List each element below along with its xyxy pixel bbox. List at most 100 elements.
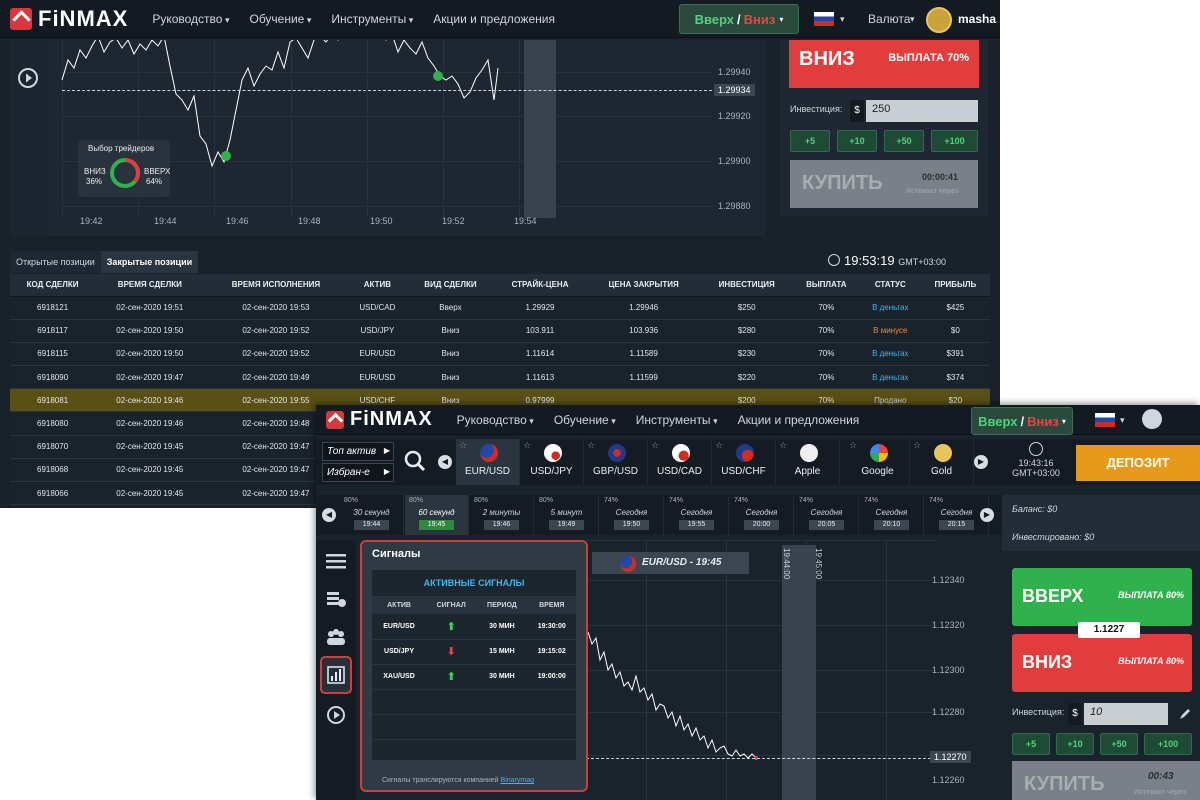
star-icon[interactable]: ☆ <box>459 440 468 450</box>
asset-gbpusd[interactable]: ☆ GBP/USD <box>584 439 648 485</box>
star-icon[interactable]: ☆ <box>523 440 532 450</box>
menu-education[interactable]: Обучение <box>554 413 616 427</box>
down-button[interactable]: ВНИЗ ВЫПЛАТА 80% <box>1012 634 1192 692</box>
star-icon[interactable]: ☆ <box>587 440 596 450</box>
quick-add-50-button[interactable]: +50 <box>1100 733 1138 755</box>
col-asset: АКТИВ <box>372 596 427 614</box>
signal-row[interactable]: EUR/USD ⬆ 30 МИН 19:30:00 <box>372 614 576 640</box>
expiry-slot[interactable]: 74% Сегодня 19:50 <box>600 495 664 535</box>
quick-add-10-button[interactable]: +10 <box>1056 733 1094 755</box>
search-icon[interactable] <box>400 445 430 479</box>
signal-row[interactable]: XAU/USD ⬆ 30 МИН 19:00:00 <box>372 664 576 690</box>
table-cell: $425 <box>920 296 990 320</box>
expiry-slot[interactable]: 74% Сегодня 19:55 <box>665 495 729 535</box>
asset-eurusd[interactable]: ☆ EUR/USD <box>456 439 520 485</box>
expiry-slot[interactable]: 80% 30 секунд 19:44 <box>340 495 404 535</box>
updown-mode-button[interactable]: Вверх / Вниз ▾ <box>971 407 1073 435</box>
asset-google[interactable]: ☆ Google <box>846 439 910 485</box>
star-icon[interactable]: ☆ <box>849 440 858 450</box>
buy-button[interactable]: КУПИТЬ 00:43 Истекает через <box>1012 761 1200 800</box>
table-header: СТАТУС <box>859 274 921 297</box>
expiry-slot[interactable]: 80% 60 секунд 19:45 <box>405 495 469 535</box>
chevron-down-icon[interactable]: ▾ <box>840 14 845 24</box>
logo[interactable]: FiNMAX <box>10 6 128 32</box>
logo[interactable]: FiNMAX <box>326 408 433 431</box>
signals-company-link[interactable]: Binarymag <box>500 777 534 784</box>
menu-guide[interactable]: Руководство <box>152 12 229 26</box>
arrow-left-icon[interactable]: ◀ <box>322 508 336 522</box>
quick-add-100-button[interactable]: +100 <box>931 130 978 152</box>
expiry-slot[interactable]: 74% Сегодня 20:05 <box>795 495 859 535</box>
tab-closed-positions[interactable]: Закрытые позиции <box>100 251 199 273</box>
menu-tools[interactable]: Инструменты <box>636 413 718 427</box>
table-cell: 1.29929 <box>493 296 587 320</box>
menu-promos[interactable]: Акции и предложения <box>737 412 860 427</box>
menu-promos[interactable]: Акции и предложения <box>433 11 555 26</box>
expiry-slot[interactable]: 80% 2 минуты 19:46 <box>470 495 534 535</box>
quick-add-5-button[interactable]: +5 <box>1012 733 1050 755</box>
star-icon[interactable]: ☆ <box>913 440 922 450</box>
menu-icon[interactable] <box>324 550 348 572</box>
deposit-button[interactable]: ДЕПОЗИТ <box>1076 445 1200 481</box>
table-row[interactable]: 6918090 02-сен-2020 19:47 02-сен-2020 19:4… <box>10 365 990 390</box>
arrow-right-icon[interactable]: ▶ <box>980 508 994 522</box>
username[interactable]: masha <box>958 12 997 26</box>
language-flag-icon[interactable] <box>1095 413 1115 427</box>
updown-mode-button[interactable]: Вверх / Вниз ▾ <box>679 4 799 34</box>
expiry-slot[interactable]: 74% Сегодня 20:00 <box>730 495 794 535</box>
menu-guide[interactable]: Руководство <box>457 413 534 427</box>
signal-row[interactable]: USD/JPY ⬇ 15 МИН 19:15:02 <box>372 639 576 665</box>
chevron-down-icon[interactable]: ▾ <box>910 14 915 24</box>
favorites-button[interactable]: Избран-е <box>322 463 394 482</box>
table-cell: 1.29946 <box>586 296 701 320</box>
tab-open-positions[interactable]: Открытые позиции <box>10 251 101 273</box>
down-button[interactable]: ВНИЗ ВЫПЛАТА 70% <box>789 40 979 88</box>
quick-add-5-button[interactable]: +5 <box>790 130 830 152</box>
table-row[interactable]: 6918121 02-сен-2020 19:51 02-сен-2020 19:5… <box>10 296 990 320</box>
asset-usdchf[interactable]: ☆ USD/CHF <box>712 439 776 485</box>
play-icon[interactable] <box>16 66 40 90</box>
up-button[interactable]: ВВЕРХ ВЫПЛАТА 80% <box>1012 568 1192 626</box>
top-active-button[interactable]: Топ актив <box>322 442 394 461</box>
expiry-slot[interactable]: 74% Сегодня 20:10 <box>860 495 924 535</box>
user-icon[interactable] <box>1142 409 1162 429</box>
traders-title: Выбор трейдеров <box>88 144 155 153</box>
currency-menu[interactable]: Валюта <box>868 12 911 26</box>
star-icon[interactable]: ☆ <box>651 440 660 450</box>
asset-usdjpy[interactable]: ☆ USD/JPY <box>520 439 584 485</box>
price-chart[interactable]: 1.29940 1.29934 1.29920 1.29900 1.29880 … <box>46 40 766 236</box>
star-icon[interactable]: ☆ <box>715 440 724 450</box>
menu-tools[interactable]: Инструменты <box>331 12 413 26</box>
investment-field[interactable]: 10 <box>1084 703 1168 725</box>
table-cell: 70% <box>792 342 860 367</box>
asset-label: Apple <box>794 466 821 477</box>
table-row[interactable]: 6918117 02-сен-2020 19:50 02-сен-2020 19:5… <box>10 319 990 343</box>
quick-add-10-button[interactable]: +10 <box>837 130 877 152</box>
arrow-right-icon[interactable]: ▶ <box>974 455 988 469</box>
price-chart[interactable]: 19:44:00 19:45:00 1.12340 1.12320 1.1230… <box>586 540 1200 800</box>
quick-add-50-button[interactable]: +50 <box>884 130 924 152</box>
language-flag-icon[interactable] <box>814 12 834 26</box>
menu-education[interactable]: Обучение <box>249 12 311 26</box>
asset-gold[interactable]: ☆ Gold <box>910 439 974 485</box>
deals-icon[interactable] <box>324 588 348 610</box>
star-icon[interactable]: ☆ <box>779 440 788 450</box>
table-cell: В деньгах <box>859 342 921 367</box>
quick-add-100-button[interactable]: +100 <box>1144 733 1192 755</box>
expiry-label: 2 минуты <box>482 508 521 517</box>
avatar[interactable] <box>926 7 952 33</box>
arrow-left-icon[interactable]: ◀ <box>438 455 452 469</box>
investment-field[interactable]: 250 <box>866 100 978 122</box>
buy-button[interactable]: КУПИТЬ 00:00:41 Истекает через <box>790 160 978 208</box>
currency-symbol: $ <box>1068 703 1082 725</box>
logo-icon <box>326 410 344 429</box>
signals-menu-button[interactable] <box>320 656 352 694</box>
asset-apple[interactable]: ☆ Apple <box>776 439 840 485</box>
community-icon[interactable] <box>324 626 348 648</box>
asset-usdcad[interactable]: ☆ USD/CAD <box>648 439 712 485</box>
play-icon[interactable] <box>324 704 348 726</box>
expiry-slot[interactable]: 80% 5 минут 19:49 <box>535 495 599 535</box>
table-row[interactable]: 6918115 02-сен-2020 19:50 02-сен-2020 19:5… <box>10 342 990 367</box>
edit-icon[interactable] <box>1176 705 1194 723</box>
chevron-down-icon[interactable]: ▾ <box>1120 415 1125 425</box>
